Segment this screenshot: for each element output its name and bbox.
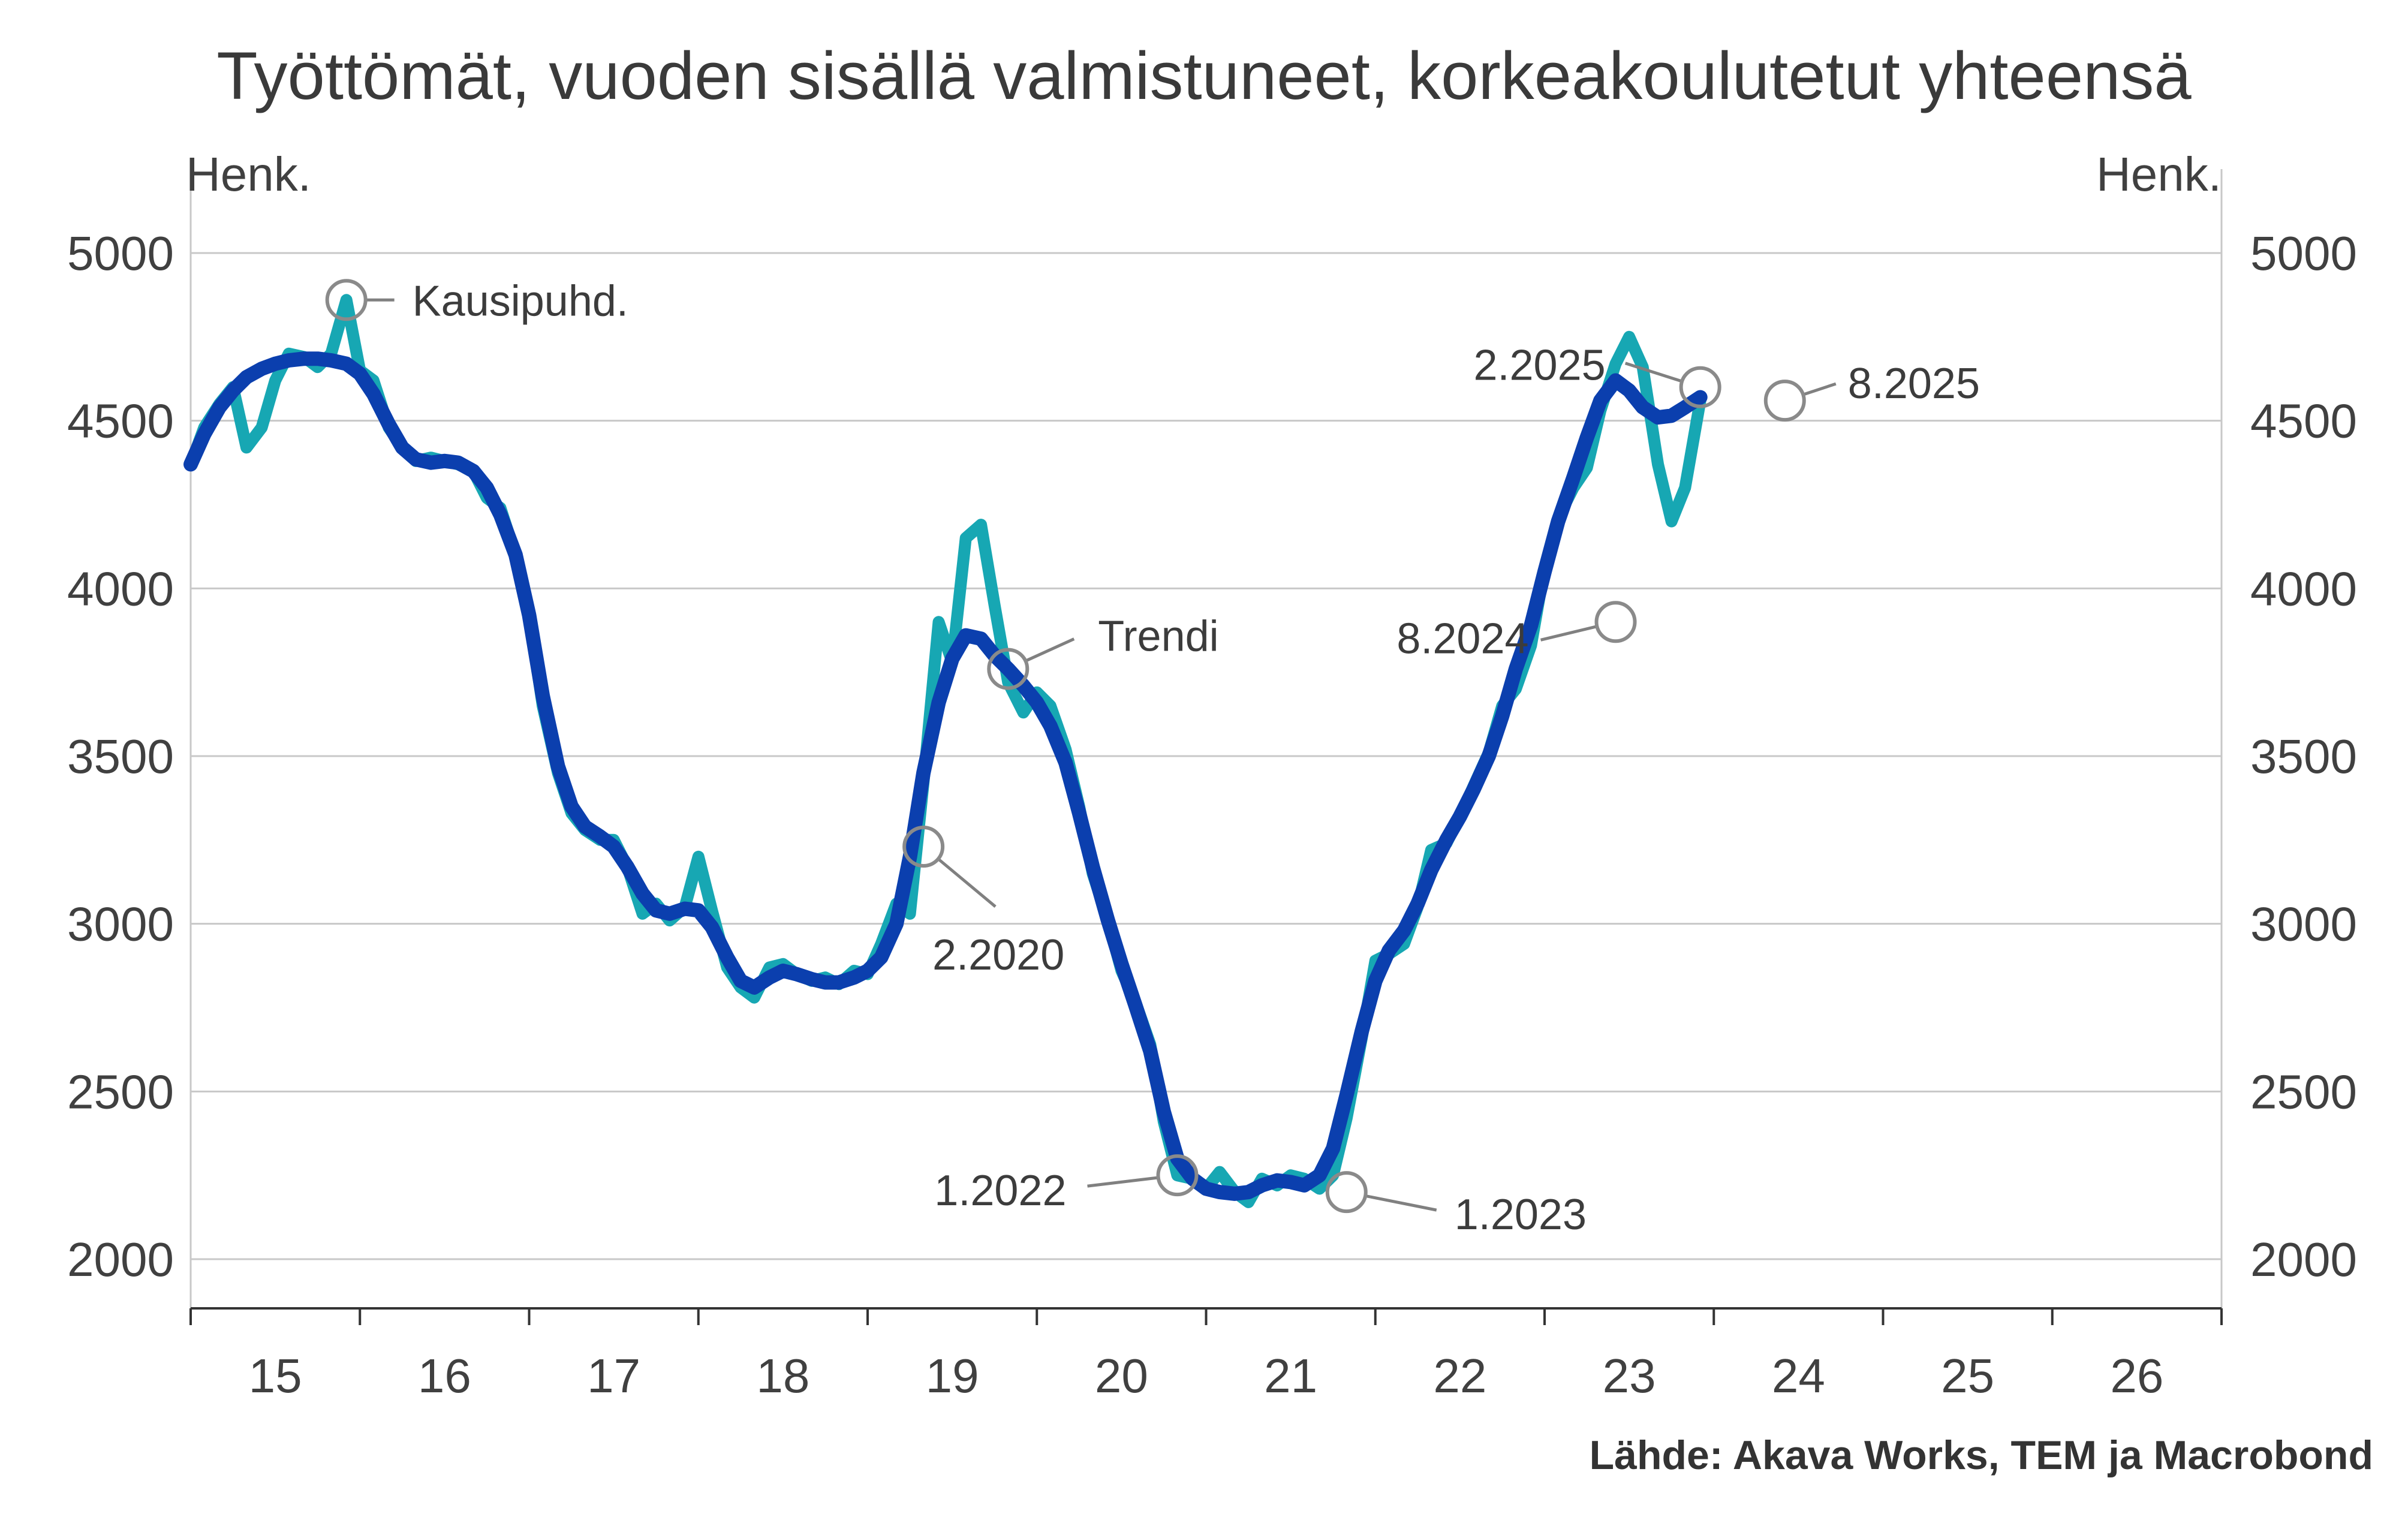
y-tick-label-right: 2000 [2250, 1233, 2357, 1286]
x-tick-label: 25 [1941, 1349, 1994, 1402]
y-tick-label-left: 3000 [67, 898, 174, 951]
annotation-label: 2.2020 [932, 931, 1064, 979]
annotation-label: Kausipuhd. [413, 277, 628, 325]
x-tick-label: 15 [249, 1349, 302, 1402]
x-tick-label: 20 [1095, 1349, 1148, 1402]
y-axis-unit-right: Henk. [2096, 148, 2222, 201]
annotation-label: Trendi [1098, 613, 1218, 661]
y-tick-label-left: 5000 [67, 227, 174, 280]
x-tick-label: 24 [1772, 1349, 1825, 1402]
annotation-marker [1763, 380, 1806, 422]
annotation-marker [1679, 366, 1721, 408]
x-tick-label: 19 [926, 1349, 979, 1402]
y-tick-label-right: 3000 [2250, 898, 2357, 951]
x-tick-label: 18 [756, 1349, 809, 1402]
x-tick-label: 22 [1433, 1349, 1486, 1402]
y-tick-label-right: 3500 [2250, 730, 2357, 783]
annotation-leader [1365, 1194, 1437, 1212]
annotation-marker [325, 279, 368, 321]
annotation-leader [1624, 362, 1682, 383]
y-tick-label-right: 4500 [2250, 395, 2357, 448]
y-axis-unit-left: Henk. [186, 148, 311, 201]
y-tick-label-left: 4000 [67, 562, 174, 615]
y-tick-label-left: 3500 [67, 730, 174, 783]
x-tick-label: 17 [587, 1349, 640, 1402]
y-tick-label-left: 2000 [67, 1233, 174, 1286]
annotation-leader [1025, 637, 1075, 663]
annotation-leader [1540, 625, 1598, 642]
y-tick-label-right: 5000 [2250, 227, 2357, 280]
annotation-leader [1802, 382, 1837, 396]
annotation-label: 1.2022 [934, 1167, 1066, 1215]
x-tick-label: 23 [1603, 1349, 1656, 1402]
x-tick-label: 26 [2110, 1349, 2163, 1402]
annotations: Kausipuhd. Trendi 2.2020 1.2022 1.2023 8.2024… [325, 277, 1980, 1239]
annotation-marker [1325, 1171, 1368, 1214]
x-tick-label: 21 [1264, 1349, 1317, 1402]
series [183, 294, 1708, 1208]
annotation-label: 2.2025 [1473, 342, 1605, 390]
y-tick-label-left: 2500 [67, 1065, 174, 1118]
gridlines [191, 252, 2222, 1260]
annotation-marker [1156, 1154, 1199, 1197]
y-tick-label-right: 2500 [2250, 1065, 2357, 1118]
annotation-leader [937, 857, 997, 908]
chart-title: Työttömät, vuoden sisällä valmistuneet, … [216, 38, 2192, 113]
series-line-kausipuhd [185, 294, 1706, 1208]
annotation-leader [1087, 1176, 1159, 1188]
annotation-marker [902, 826, 945, 868]
y-tick-label-right: 4000 [2250, 562, 2357, 615]
annotation-marker [1594, 601, 1637, 643]
series-line-trendi [183, 351, 1708, 1201]
annotation-label: 1.2023 [1455, 1191, 1587, 1239]
annotation-label: 8.2025 [1848, 360, 1980, 408]
annotation-marker [987, 648, 1030, 690]
x-tick-label: 16 [418, 1349, 471, 1402]
y-tick-label-left: 4500 [67, 395, 174, 448]
axes: 2000 2000 2500 2500 3000 3000 3500 3500 4000 4000… [67, 169, 2357, 1402]
annotation-label: 8.2024 [1396, 615, 1528, 663]
source-note: Lähde: Akava Works, TEM ja Macrobond [1589, 1432, 2373, 1478]
